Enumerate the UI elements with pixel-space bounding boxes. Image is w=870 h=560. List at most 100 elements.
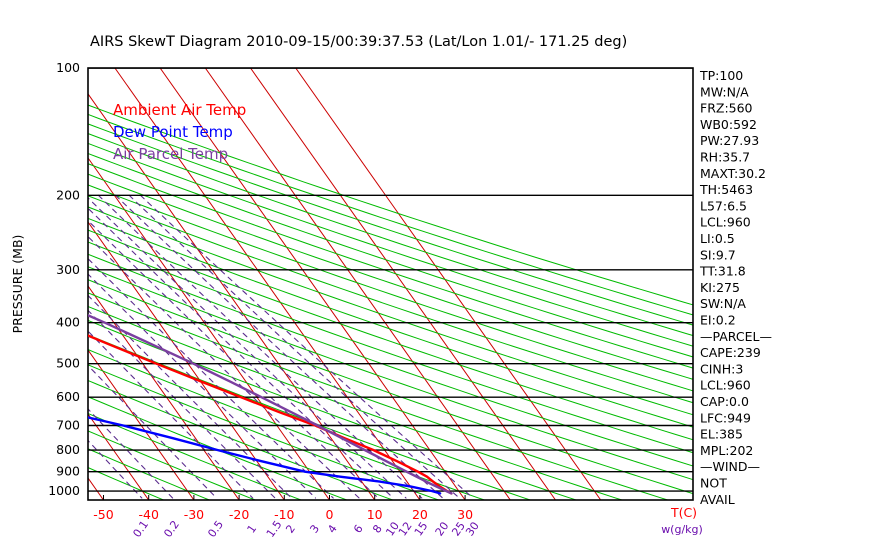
dry-adiabat-line [88,292,669,500]
mixing-ratio-line [88,197,407,499]
mixing-ratio-tick-label: 4 [325,522,340,535]
pressure-tick-label: 900 [56,464,80,479]
dry-adiabat-line [88,104,693,306]
mixing-ratio-line [139,194,474,499]
pressure-tick-label: 1000 [48,483,80,498]
dry-adiabat-line [88,348,485,500]
isotherm-line [204,68,511,500]
isotherm-line [88,349,195,500]
stat-line-9: L57:6.5 [700,198,747,213]
dry-adiabat-line [88,364,439,500]
isotherm-line [0,68,58,500]
mixing-ratio-tick-label: 0.2 [161,518,182,540]
mixing-ratio-line [88,235,360,499]
dry-adiabat-line [88,206,693,416]
stat-line-27: AVAIL [700,492,735,507]
grid-lines [0,68,693,500]
legend-item-3: Air Parcel Temp [113,145,228,163]
stat-line-5: PW:27.93 [700,133,759,148]
stat-line-25: —WIND— [700,459,760,474]
pressure-tick-label: 300 [56,262,80,277]
mixing-ratio-tick-label: 15 [412,520,431,539]
dry-adiabat-line [88,253,693,467]
mixing-ratio-line [115,194,444,499]
mixing-ratio-tick-label: 8 [370,522,385,535]
pressure-tick-label: 200 [56,187,80,202]
dry-adiabat-line [88,152,693,358]
isotherm-line [88,157,330,500]
stat-line-1: TP:100 [699,68,743,83]
dry-adiabat-line [88,229,693,441]
dry-adiabat-line [88,412,302,500]
dry-adiabat-line [88,319,577,500]
plot-frame [87,67,694,501]
bottom-temp-tick-label: -10 [274,507,294,522]
isotherm-line [250,68,556,500]
stat-line-7: MAXT:30.2 [700,166,766,181]
dry-adiabat-line [88,123,693,326]
mixing-ratio-line [88,294,293,499]
mixing-ratio-tick-label: 30 [463,520,482,539]
data-curves [88,313,453,495]
stat-line-4: WB0:592 [700,117,757,132]
mixing-ratio-tick-label: 2 [283,522,298,535]
mixing-ratio-line [88,309,276,499]
bottom-temp-tick-label: -20 [229,507,249,522]
legend-item-1: Ambient Air Temp [113,101,246,119]
dry-adiabat-line [88,142,693,347]
mixing-ratio-tick-label: 1 [245,522,260,535]
mixing-ratio-tick-label: 0.5 [205,518,226,540]
bottom-temp-tick-label: 0 [326,507,334,522]
stat-line-23: EL:385 [700,427,743,442]
dry-adiabat-line [88,379,394,500]
series-line-1 [88,334,453,495]
pressure-tick-label: 400 [56,315,80,330]
mixing-ratio-line [128,194,460,499]
bottom-temp-tick-label: 30 [457,507,473,522]
dry-adiabat-line [88,133,693,337]
stat-line-6: RH:35.7 [700,150,750,165]
mixing-ratio-line [88,330,254,499]
isotherm-line [88,413,150,500]
stat-line-10: LCL:960 [700,215,751,230]
pressure-tick-label: 800 [56,442,80,457]
mixing-ratio-line [88,408,174,499]
stat-line-20: LCL:960 [700,378,751,393]
dry-adiabat-line [88,241,693,454]
pressure-axis-label: PRESSURE (MB) [10,235,25,334]
stat-line-14: KI:275 [700,280,740,295]
stat-line-22: LFC:949 [700,410,751,425]
stat-line-17: —PARCEL— [700,329,772,344]
bottom-temp-tick-label: 20 [412,507,428,522]
dry-adiabat-line [88,113,693,316]
stat-line-11: LI:0.5 [700,231,735,246]
mixing-ratio-tick-label: 6 [351,522,366,535]
isotherm-line [295,68,602,500]
mixing-ratio-tick-label: 12 [396,520,415,539]
dry-adiabat-line [88,184,693,392]
stat-line-19: CINH:3 [700,361,743,376]
series-line-2 [88,416,442,495]
stat-line-18: CAPE:239 [700,345,761,360]
stat-line-2: MW:N/A [700,84,749,99]
stat-line-8: TH:5463 [699,182,753,197]
mixing-ratio-line [97,194,423,499]
bottom-temp-tick-label: -30 [184,507,204,522]
dry-adiabat-line [88,173,693,380]
stat-line-26: NOT [700,476,727,491]
mixing-ratio-line [88,439,143,499]
dry-adiabat-line [88,396,348,500]
temp-axis-label: T(C) [670,505,697,520]
mixing-axis-label: w(g/kg) [661,523,703,536]
stat-line-16: EI:0.2 [700,313,736,328]
legend-item-2: Dew Point Temp [113,123,233,141]
isotherm-line [88,285,240,500]
bottom-temp-tick-label: -50 [93,507,113,522]
stat-line-21: CAP:0.0 [700,394,749,409]
chart-title: AIRS SkewT Diagram 2010-09-15/00:39:37.5… [90,34,627,50]
mixing-ratio-tick-label: 3 [307,522,322,535]
mixing-ratio-tick-label: 20 [433,520,452,539]
dry-adiabat-line [88,195,693,404]
